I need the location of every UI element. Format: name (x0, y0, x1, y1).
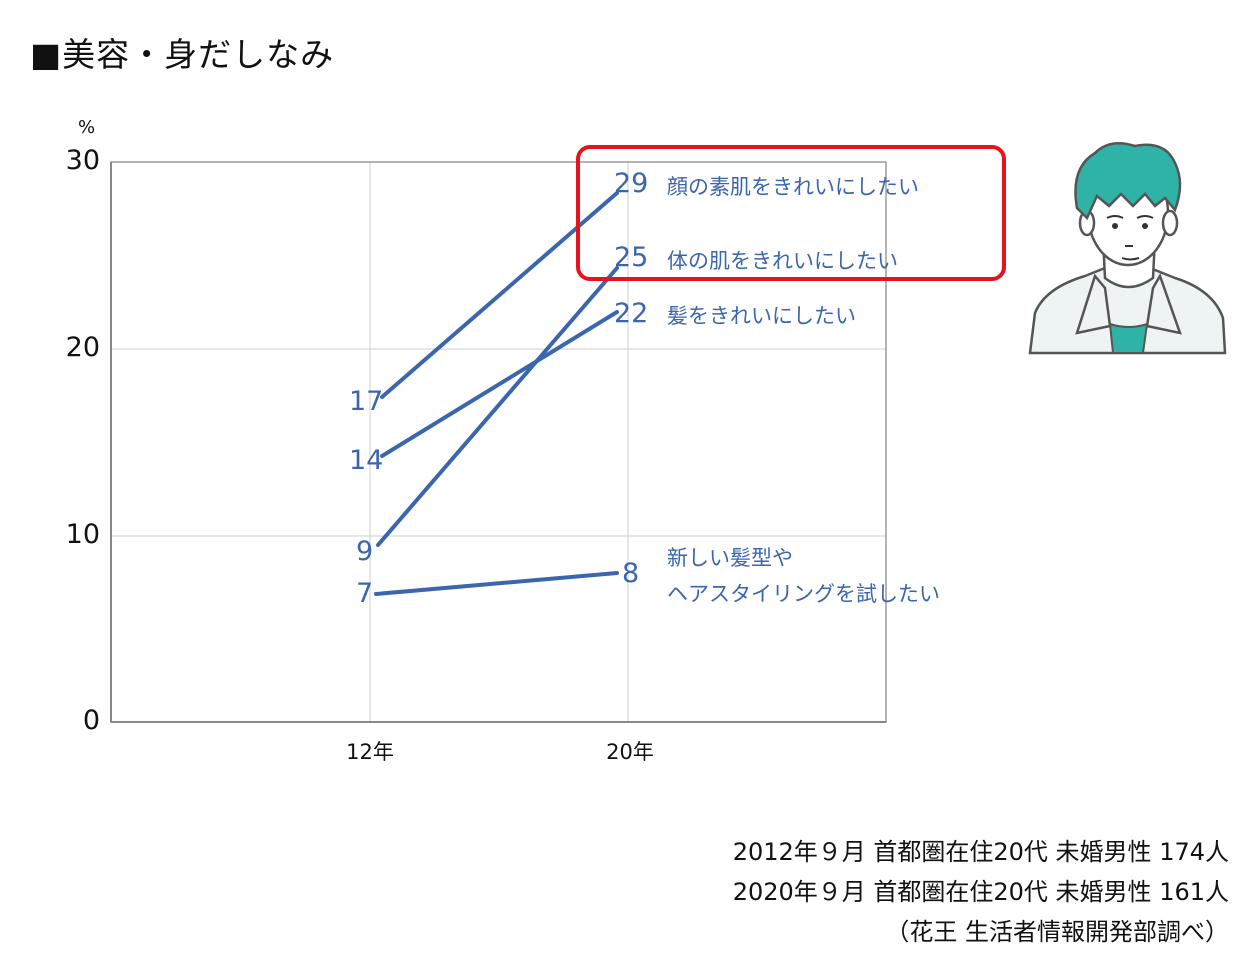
series-line-style (374, 571, 619, 596)
series-label-hair: 髪をきれいにしたい (667, 304, 856, 328)
y-tick-0: 0 (82, 705, 100, 736)
value-style-20: 8 (622, 558, 640, 589)
chart-title: ■美容・身だしなみ (30, 35, 335, 74)
value-face-20: 29 (614, 168, 649, 199)
series-label-style-line1: 新しい髪型や (667, 546, 793, 570)
y-axis-unit: % (78, 117, 96, 138)
young-man-illustration (1028, 141, 1227, 355)
value-body-20: 25 (614, 242, 649, 273)
series-line-hair (380, 310, 619, 458)
value-style-12: 7 (356, 578, 374, 609)
series-label-body: 体の肌をきれいにしたい (667, 249, 898, 273)
footnote-2012: 2012年９月 首都圏在住20代 未婚男性 174人 (732, 838, 1229, 866)
highlight-box (576, 145, 1006, 281)
gridlines (111, 162, 886, 722)
value-hair-12: 14 (349, 445, 384, 476)
y-tick-30: 30 (65, 145, 100, 176)
series-label-style-line2: ヘアスタイリングを試したい (667, 582, 940, 606)
value-hair-20: 22 (614, 298, 649, 329)
x-tick-12: 12年 (346, 740, 394, 764)
x-tick-20: 20年 (606, 740, 654, 764)
value-body-12: 9 (356, 536, 374, 567)
series-line-body (376, 266, 619, 547)
y-tick-10: 10 (65, 519, 100, 550)
footnote-source: （花王 生活者情報開発部調べ） (885, 918, 1229, 946)
y-tick-20: 20 (65, 332, 100, 363)
value-face-12: 17 (349, 386, 384, 417)
footnote-2020: 2020年９月 首都圏在住20代 未婚男性 161人 (732, 878, 1229, 906)
series-label-face: 顔の素肌をきれいにしたい (667, 175, 919, 199)
